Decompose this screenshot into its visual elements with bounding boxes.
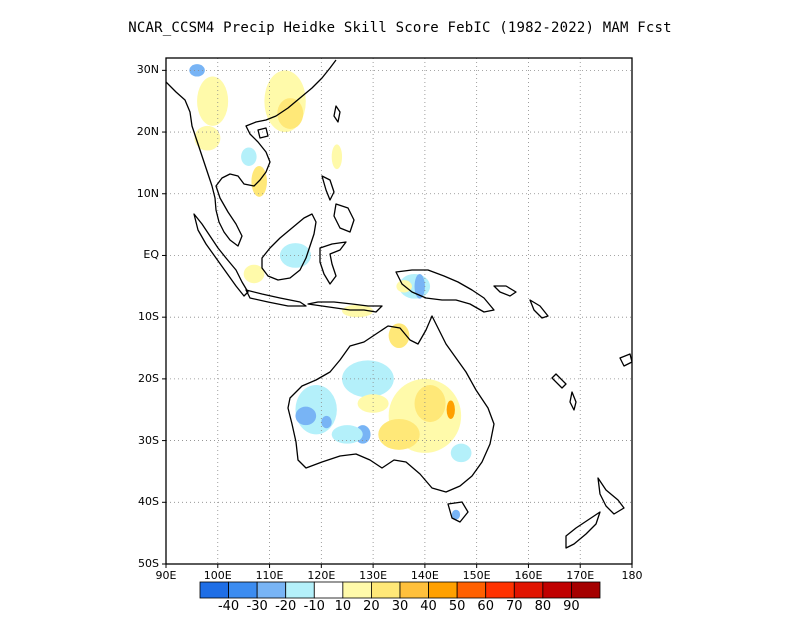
map-frame	[165, 57, 633, 565]
colorbar-swatch-10	[485, 581, 515, 599]
skill-region-15	[342, 360, 394, 398]
coastline-lesser-sunda	[307, 301, 383, 313]
axis-ticks	[162, 69, 633, 568]
coastline-new-britain	[493, 285, 517, 297]
coastline-taiwan	[333, 105, 341, 123]
skill-region-7	[189, 64, 205, 77]
lat-label-20N: 20N	[136, 125, 159, 139]
colorbar-swatch-5	[342, 581, 372, 599]
skill-region-18	[321, 415, 332, 429]
coastline-vanuatu	[569, 391, 577, 411]
coastlines	[166, 59, 632, 549]
colorbar-swatch-3	[285, 581, 315, 599]
colorbar-swatch-7	[399, 581, 429, 599]
colorbar-label-6: 30	[391, 599, 409, 614]
coastline-asia-mainland	[166, 59, 337, 247]
skill-region-6	[241, 147, 257, 166]
skill-region-9	[243, 264, 265, 284]
coastline-luzon	[321, 175, 335, 201]
coastline-tasmania	[447, 501, 469, 523]
lon-label-100E: 100E	[203, 569, 232, 582]
colorbar	[199, 581, 601, 599]
colorbar-label-8: 50	[448, 599, 466, 614]
lat-label-30N: 30N	[136, 63, 159, 77]
colorbar-label-5: 20	[363, 599, 380, 614]
colorbar-label-3: -10	[303, 599, 325, 614]
coastline-java	[245, 289, 307, 307]
lon-label-90E: 90E	[155, 569, 177, 582]
skill-region-14	[388, 323, 410, 349]
colorbar-label-0: -40	[217, 599, 240, 614]
lon-label-150E: 150E	[462, 569, 491, 582]
lon-label-140E: 140E	[410, 569, 439, 582]
skill-region-11	[414, 273, 425, 299]
coastline-new-caledonia	[551, 373, 567, 389]
coastline-new-guinea	[395, 269, 495, 313]
coastline-nz-south	[565, 511, 601, 549]
map-title: NCAR_CCSM4 Precip Heidke Skill Score Feb…	[128, 20, 672, 36]
skill-region-5	[331, 144, 343, 170]
skill-region-22	[414, 385, 446, 423]
skill-region-26	[450, 443, 472, 463]
colorbar-swatch-0	[199, 581, 229, 599]
lon-label-120E: 120E	[307, 569, 336, 582]
skill-region-2	[197, 76, 229, 126]
coastline-fiji	[619, 353, 632, 367]
lon-label-170E: 170E	[566, 569, 595, 582]
skill-region-13	[342, 304, 374, 318]
skill-region-3	[194, 125, 221, 151]
skill-region-23	[446, 400, 455, 419]
lon-label-130E: 130E	[359, 569, 388, 582]
lon-label-180: 180	[621, 569, 643, 582]
lat-label-50S: 50S	[138, 557, 159, 570]
colorbar-swatch-12	[542, 581, 572, 599]
coastline-sulawesi	[319, 241, 347, 285]
colorbar-swatch-4	[313, 581, 344, 599]
colorbar-swatch-8	[428, 581, 458, 599]
coastline-australia	[287, 315, 495, 493]
grid-lines	[166, 58, 632, 564]
lat-label-10S: 10S	[138, 310, 159, 324]
skill-region-20	[331, 425, 363, 444]
skill-shading-layer	[189, 64, 472, 520]
skill-region-17	[295, 406, 317, 426]
skill-region-25	[357, 394, 389, 413]
coastline-borneo	[261, 213, 317, 281]
colorbar-label-1: -30	[246, 599, 268, 614]
coastline-hainan	[257, 127, 269, 139]
lon-label-110E: 110E	[255, 569, 284, 582]
lat-label-10N: 10N	[136, 186, 159, 200]
lat-label-30S: 30S	[138, 433, 159, 447]
coastline-solomons	[529, 299, 549, 319]
colorbar-label-7: 40	[420, 599, 437, 614]
skill-region-8	[279, 243, 311, 268]
coastline-mindanao	[333, 203, 355, 233]
colorbar-swatch-2	[256, 581, 287, 599]
lat-label-EQ: EQ	[143, 248, 159, 262]
colorbar-label-12: 90	[563, 599, 580, 614]
coastline-sumatra	[193, 213, 249, 297]
lat-label-20S: 20S	[138, 371, 159, 385]
colorbar-label-9: 60	[477, 599, 494, 614]
colorbar-swatch-9	[456, 581, 487, 599]
coastline-nz-north	[597, 477, 625, 515]
colorbar-swatch-6	[371, 581, 401, 599]
skill-region-1	[277, 98, 304, 129]
colorbar-label-11: 80	[534, 599, 552, 614]
lat-label-40S: 40S	[138, 495, 159, 509]
colorbar-swatch-11	[513, 581, 544, 599]
colorbar-label-10: 70	[506, 599, 523, 614]
skill-region-24	[378, 418, 420, 450]
colorbar-swatch-1	[228, 581, 258, 599]
colorbar-label-4: 10	[334, 599, 352, 614]
lon-label-160E: 160E	[514, 569, 543, 582]
colorbar-label-2: -20	[275, 599, 297, 614]
skill-region-27	[451, 509, 461, 520]
colorbar-swatch-13	[571, 581, 601, 599]
